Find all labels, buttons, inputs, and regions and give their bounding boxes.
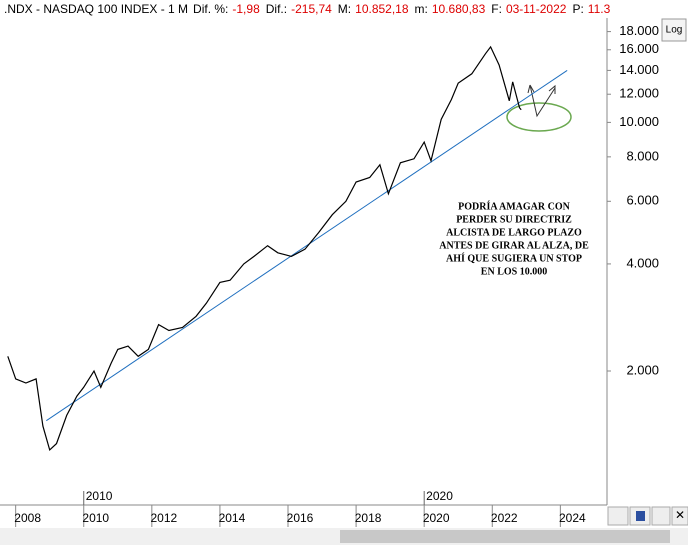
x-tick-label: 2022 [491,511,518,525]
header-label: M: [338,2,351,16]
header-label: P: [572,2,583,16]
header-value: 10.680,83 [432,2,486,16]
arrow [527,84,556,118]
y-tick-label: 14.000 [619,62,659,77]
save-icon [636,511,645,521]
log-button[interactable] [661,18,687,42]
header-value: 11.3 [588,2,611,16]
header-value: -215,74 [291,2,332,16]
highlight-ellipse [506,102,572,132]
x-tick-label: 2010 [82,511,109,525]
x-tick-label: 2024 [559,511,586,525]
annotation: ALCISTA DE LARGO PLAZO [446,227,582,238]
price-line [7,45,522,452]
annotation: EN LOS 10.000 [481,266,547,277]
x-tick-label: 2020 [423,511,450,525]
chart-title: .NDX - NASDAQ 100 INDEX - 1 M [4,2,188,16]
button[interactable] [651,506,671,526]
y-tick-label: 8.000 [626,148,659,163]
x-tick-label: 2018 [355,511,382,525]
header-value: -1,98 [232,2,260,16]
trendline [46,69,568,422]
y-tick-label: 18.000 [619,23,659,38]
close-button[interactable] [671,506,688,526]
header-bg [0,0,660,18]
header-label: m: [415,2,428,16]
header-value: 10.852,18 [355,2,409,16]
header-label: F: [491,2,502,16]
y-tick-label: 16.000 [619,41,659,56]
x-tick-label: 2014 [219,511,246,525]
annotation: ANTES DE GIRAR AL ALZA, DE [439,240,589,251]
x-tick-label: 2008 [14,511,41,525]
annotation: PODRÍA AMAGAR CON [458,200,570,212]
scroll-thumb[interactable] [340,530,670,543]
log-button-label: Log [666,25,683,36]
header-value: 03-11-2022 [506,2,567,16]
button[interactable] [607,506,629,526]
period-label: 2010 [86,489,113,503]
y-tick-label: 4.000 [626,255,659,270]
y-tick-label: 10.000 [619,114,659,129]
annotation: PERDER SU DIRECTRIZ [456,214,572,225]
y-tick-label: 2.000 [626,362,659,377]
y-tick-label: 6.000 [626,193,659,208]
x-tick-label: 2016 [287,511,314,525]
period-label: 2020 [426,489,453,503]
header-label: Dif.: [266,2,287,16]
header-label: Dif. %: [193,2,228,16]
close-icon: ✕ [675,508,685,522]
annotation: AHÍ QUE SUGIERA UN STOP [446,252,582,264]
y-tick-label: 12.000 [619,86,659,101]
x-tick-label: 2012 [150,511,177,525]
